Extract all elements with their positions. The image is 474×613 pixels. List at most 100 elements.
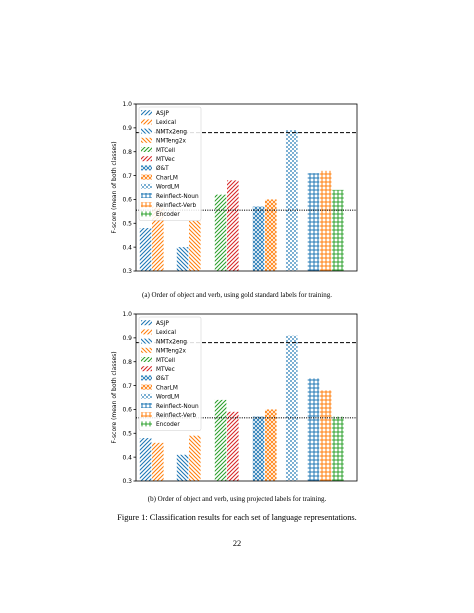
legend-label: ASJP [156, 111, 169, 117]
legend-swatch [141, 421, 152, 427]
y-tick-label: 0.4 [122, 454, 132, 461]
legend-label: ASJP [156, 321, 169, 327]
bar-mtvec [227, 411, 239, 481]
bar-nmteng2x [189, 435, 201, 481]
y-tick-label: 0.7 [122, 173, 132, 180]
legend-label: Lexical [156, 330, 176, 336]
bar-asjp [139, 438, 152, 481]
legend-swatch [141, 412, 152, 418]
bar-charlm [265, 199, 277, 271]
legend-swatch [141, 147, 152, 152]
bar-wordlm [285, 130, 298, 271]
legend-swatch [141, 174, 152, 180]
legend-swatch [141, 393, 152, 399]
y-tick-label: 0.3 [122, 478, 132, 485]
legend-swatch [141, 211, 152, 217]
legend-label: CharLM [156, 385, 178, 391]
legend-label: NMTx2eng [156, 129, 187, 135]
legend-label: NMTx2eng [156, 339, 187, 345]
bar-lexical [152, 442, 164, 481]
chart-panel-b: 0.3 0.4 0.5 0.6 0.7 0.8 0.9 1.0 F-score (mean of… [0, 306, 474, 496]
bar-encoder [332, 189, 344, 271]
legend-label: Reinflect-Verb [156, 203, 197, 209]
figure-caption: Figure 1: Classification results for eac… [117, 513, 357, 522]
legend-swatch [141, 347, 152, 353]
legend-swatch [141, 375, 152, 381]
legend-label: MTVec [156, 157, 175, 163]
legend-label: WordLM [156, 395, 179, 401]
bar-wordlm [285, 335, 298, 481]
legend-swatch [141, 320, 152, 326]
bar-mtcell [214, 399, 227, 481]
legend-swatch [141, 110, 152, 116]
legend-swatch [141, 338, 152, 344]
legend-label: MTCell [156, 358, 175, 364]
y-tick-label: 0.9 [122, 125, 132, 132]
y-tick-label: 0.7 [122, 383, 132, 390]
bar-reinflect-noun [307, 378, 320, 481]
legend-label: CharLM [156, 175, 178, 181]
legend-swatch [141, 137, 152, 143]
bar-nmtx2eng [176, 454, 189, 481]
legend-swatch [141, 156, 152, 162]
subcaption-a: (a) Order of object and verb, using gold… [142, 291, 332, 299]
legend-swatch [141, 183, 152, 189]
legend-label: Reinflect-Noun [156, 194, 199, 200]
bar-reinflect-verb [319, 390, 332, 481]
chart-panel-a: 0.3 0.4 0.5 0.6 0.7 0.8 0.9 1.0 F-score (mean of… [0, 96, 474, 286]
legend-label: Reinflect-Noun [156, 404, 199, 410]
bar-mtcell [214, 194, 227, 271]
bar--t [252, 206, 265, 271]
legend-swatch [141, 366, 152, 372]
legend-swatch [141, 119, 152, 125]
bar-asjp [139, 228, 152, 271]
legend-box [138, 316, 202, 431]
legend-label: WordLM [156, 185, 179, 191]
legend-swatch [141, 202, 152, 208]
legend-box [138, 106, 202, 221]
y-axis-label: F-score (mean of both classes) [111, 351, 118, 443]
bar-chart-a: 0.3 0.4 0.5 0.6 0.7 0.8 0.9 1.0 F-score (mean of… [111, 101, 358, 275]
legend-swatch [141, 165, 152, 171]
y-tick-label: 0.8 [122, 359, 132, 366]
bar-mtvec [227, 180, 239, 271]
plot-frame [135, 103, 358, 272]
legend-swatch [141, 193, 152, 198]
bar--t [252, 416, 265, 481]
bar-reinflect-noun [307, 173, 320, 271]
bar-lexical [152, 206, 164, 271]
bar-nmteng2x [189, 220, 201, 271]
plot-frame [135, 313, 358, 482]
legend-label: Reinflect-Verb [156, 413, 197, 419]
y-tick-label: 0.5 [122, 430, 132, 437]
bar-chart-b: 0.3 0.4 0.5 0.6 0.7 0.8 0.9 1.0 F-score (mean of… [111, 311, 358, 485]
bar-charlm [265, 409, 277, 481]
legend-label: Encoder [156, 422, 180, 428]
legend-swatch [141, 357, 152, 362]
y-tick-label: 0.6 [122, 407, 132, 414]
y-axis-label: F-score (mean of both classes) [111, 141, 118, 233]
page-number: 22 [232, 539, 242, 548]
legend-label: NMTeng2x [156, 139, 187, 145]
legend-label: MTVec [156, 367, 175, 373]
y-tick-label: 0.8 [122, 149, 132, 156]
bar-nmtx2eng [176, 247, 189, 271]
legend-label: Encoder [156, 212, 180, 218]
subcaption-b: (b) Order of object and verb, using proj… [147, 495, 327, 503]
y-tick-label: 0.5 [122, 220, 132, 227]
bar-encoder [332, 416, 344, 481]
y-tick-label: 0.3 [122, 268, 132, 275]
y-tick-label: 0.4 [122, 244, 132, 251]
legend-swatch [141, 384, 152, 390]
bar-reinflect-verb [319, 170, 332, 271]
legend-swatch [141, 128, 152, 134]
legend-swatch [141, 329, 152, 335]
y-tick-label: 1.0 [122, 101, 132, 108]
y-tick-label: 0.6 [122, 197, 132, 204]
legend-label: Ø&T [156, 375, 169, 382]
legend-swatch [141, 403, 152, 408]
legend-label: NMTeng2x [156, 349, 187, 355]
y-tick-label: 0.9 [122, 335, 132, 342]
y-tick-label: 1.0 [122, 311, 132, 318]
legend-label: Ø&T [156, 165, 169, 172]
